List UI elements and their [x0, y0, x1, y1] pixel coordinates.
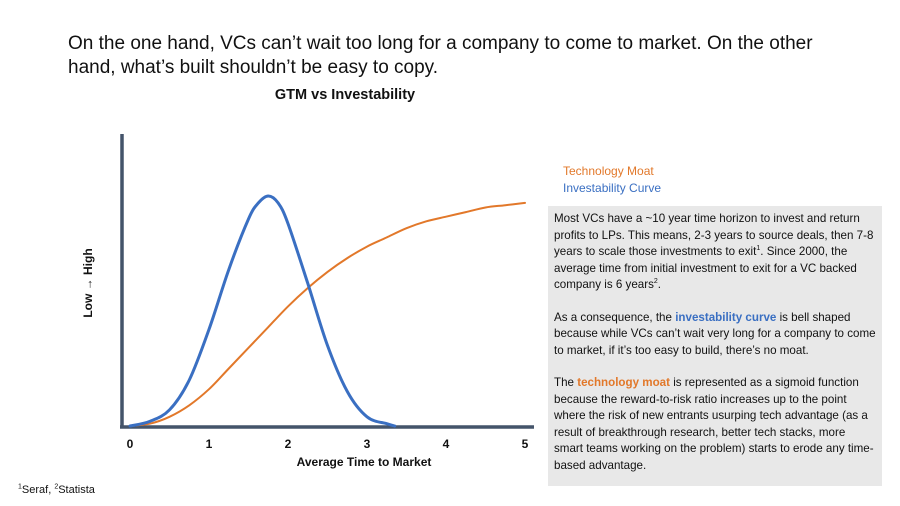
- investability-curve-highlight: investability curve: [675, 310, 777, 324]
- explanation-paragraph-3: The technology moat is represented as a …: [554, 376, 874, 472]
- x-tick-label: 3: [364, 437, 371, 451]
- legend-technology-moat: Technology Moat: [563, 164, 654, 178]
- citation-1: 1: [756, 245, 761, 253]
- chart-ticks-layer: 0 1 2 3 4 5: [127, 437, 529, 451]
- x-tick-label: 2: [285, 437, 292, 451]
- x-tick-label: 1: [206, 437, 213, 451]
- chart-series-layer: [128, 194, 526, 428]
- x-tick-label: 4: [443, 437, 450, 451]
- explanation-box: Most VCs have a ~10 year time horizon to…: [548, 206, 882, 486]
- citation-2: 2: [653, 278, 658, 286]
- x-axis-label: Average Time to Market: [297, 455, 432, 469]
- explanation-paragraph-2: As a consequence, the investability curv…: [554, 310, 876, 357]
- legend-investability-curve: Investability Curve: [563, 181, 662, 195]
- investability-curve-line: [128, 194, 397, 428]
- explanation-paragraph-1: Most VCs have a ~10 year time horizon to…: [554, 212, 874, 291]
- x-tick-label: 5: [522, 437, 529, 451]
- source-footnote: 1Seraf, 2Statista: [18, 483, 95, 496]
- slide-headline: On the one hand, VCs can’t wait too long…: [68, 33, 813, 78]
- x-tick-label: 0: [127, 437, 134, 451]
- technology-moat-line: [129, 201, 526, 427]
- chart-title: GTM vs Investability: [274, 87, 416, 103]
- y-axis-label: Low → High: [81, 248, 95, 317]
- technology-moat-highlight: technology moat: [577, 376, 670, 389]
- chart-axes: [120, 134, 534, 429]
